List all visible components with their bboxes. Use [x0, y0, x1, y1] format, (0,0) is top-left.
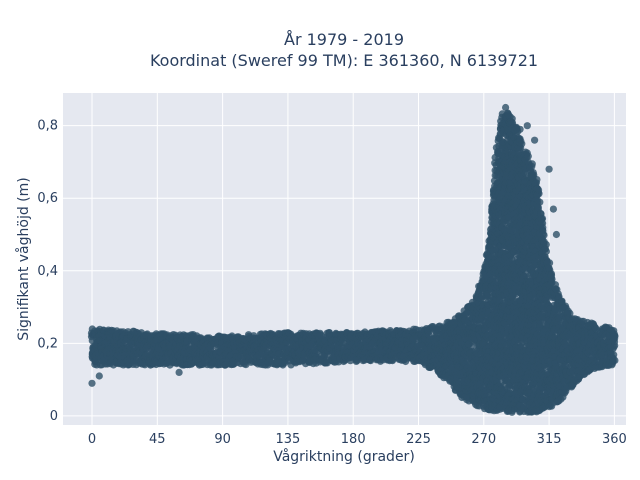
data-points	[87, 103, 619, 416]
data-point	[518, 140, 526, 148]
